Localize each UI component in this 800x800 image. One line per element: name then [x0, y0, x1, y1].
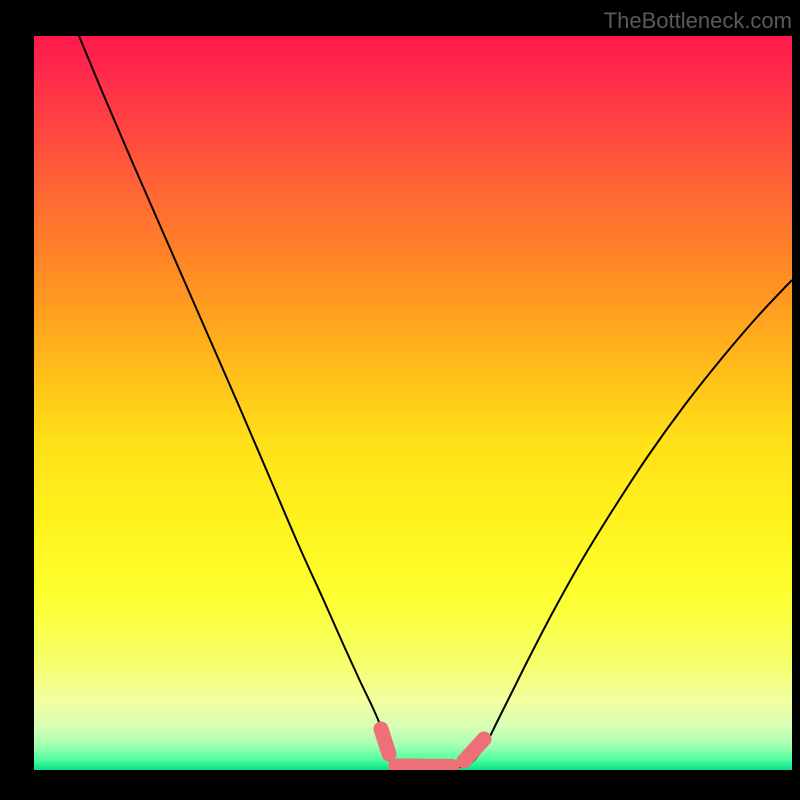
accent-segment-2 — [464, 739, 484, 761]
watermark-text: TheBottleneck.com — [604, 8, 792, 34]
chart-svg — [34, 36, 792, 770]
accent-minimum-markers — [381, 729, 484, 767]
plot-area — [34, 36, 792, 770]
accent-segment-0 — [381, 729, 389, 754]
accent-segment-1 — [396, 766, 452, 767]
bottleneck-curve — [79, 36, 792, 769]
chart-stage: TheBottleneck.com — [0, 0, 800, 800]
